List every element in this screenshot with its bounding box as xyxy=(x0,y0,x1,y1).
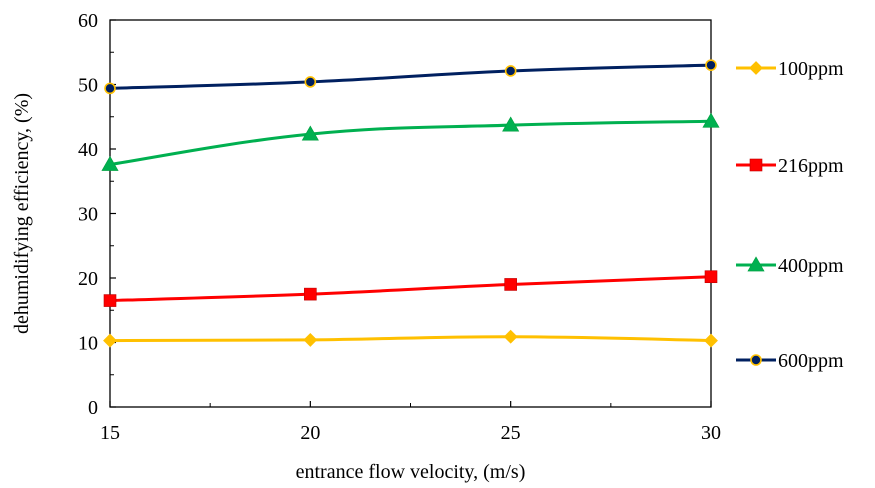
data-point xyxy=(504,65,517,77)
legend-label: 600ppm xyxy=(778,350,844,372)
legend-label: 400ppm xyxy=(778,255,844,277)
data-point xyxy=(704,270,718,284)
legend-item: 100ppm xyxy=(736,58,844,80)
x-tick-label: 15 xyxy=(100,422,120,444)
data-point xyxy=(702,112,720,128)
y-tick-label: 20 xyxy=(78,268,98,290)
series-line xyxy=(108,119,713,166)
legend-label: 216ppm xyxy=(778,155,844,177)
data-point xyxy=(502,116,520,132)
y-tick-label: 0 xyxy=(88,397,98,419)
legend-item: 400ppm xyxy=(736,255,844,277)
data-point xyxy=(101,155,119,171)
x-tick-label: 30 xyxy=(701,422,721,444)
y-tick-label: 50 xyxy=(78,75,98,97)
legend-marker xyxy=(750,354,762,366)
series-600ppm xyxy=(104,59,717,95)
data-point xyxy=(304,76,317,88)
y-axis-ticks: 0 10 20 30 40 50 60 xyxy=(78,10,116,419)
plot-area xyxy=(109,19,712,408)
series-100ppm xyxy=(103,329,718,348)
data-point xyxy=(104,82,116,95)
legend-item: 600ppm xyxy=(736,350,844,372)
y-tick-label: 60 xyxy=(78,10,98,32)
legend-item: 216ppm xyxy=(736,155,844,177)
series-line xyxy=(108,275,713,303)
y-tick-label: 30 xyxy=(78,204,98,226)
x-axis-ticks: 15 20 25 30 xyxy=(100,401,721,444)
series-216ppm xyxy=(103,270,718,307)
x-axis-title: entrance flow velocity, (m/s) xyxy=(296,461,526,483)
data-point xyxy=(704,333,718,348)
series-line xyxy=(108,63,713,90)
series-400ppm xyxy=(101,112,720,171)
data-point xyxy=(303,332,318,347)
series-line xyxy=(108,335,713,343)
legend: 100ppm 216ppm 400ppm 600ppm xyxy=(736,58,844,372)
y-axis-title: dehumidifying efficiency, (%) xyxy=(11,93,33,334)
x-tick-label: 25 xyxy=(501,422,521,444)
data-point xyxy=(103,333,117,348)
legend-marker xyxy=(747,256,765,272)
x-tick-label: 20 xyxy=(300,422,320,444)
data-point xyxy=(503,329,518,344)
y-tick-label: 10 xyxy=(78,333,98,355)
legend-label: 100ppm xyxy=(778,58,844,80)
legend-marker xyxy=(749,158,763,172)
legend-marker xyxy=(749,61,763,75)
data-point xyxy=(304,287,317,301)
plot-border xyxy=(109,19,712,408)
series-layer xyxy=(101,59,720,348)
data-point xyxy=(705,59,717,71)
data-point xyxy=(103,294,117,307)
y-tick-label: 40 xyxy=(78,139,98,161)
data-point xyxy=(504,278,517,291)
data-point xyxy=(301,125,319,141)
